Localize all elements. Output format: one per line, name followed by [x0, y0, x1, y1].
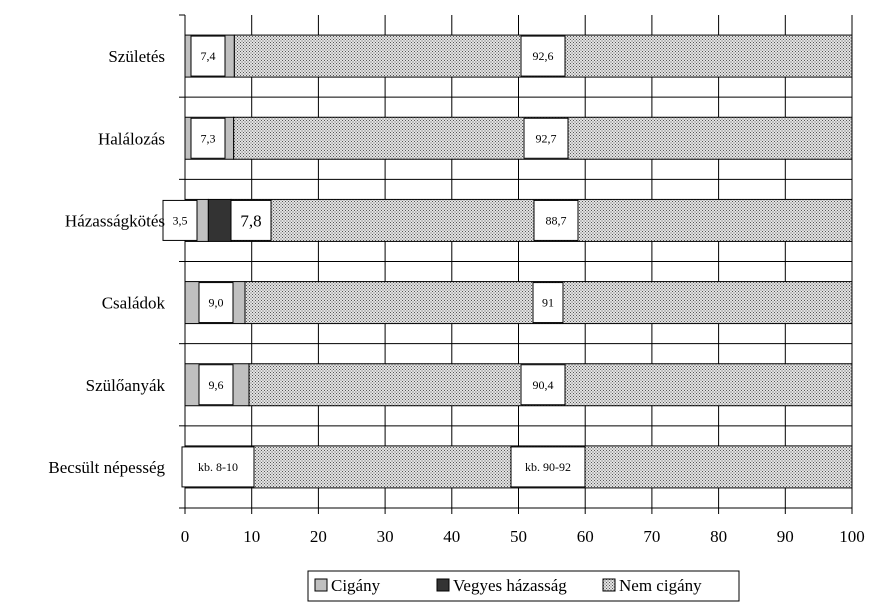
category-label-5: Szülőanyák	[86, 376, 166, 395]
data-label-1-series-1: 7,4	[201, 49, 216, 63]
x-tick-label-40: 40	[443, 527, 460, 546]
legend-swatch-3	[602, 578, 616, 592]
data-label-4-series-3: 91	[542, 296, 554, 310]
data-label-box	[532, 282, 564, 324]
data-label-5-series-3: 90,4	[533, 378, 554, 392]
data-label-box	[190, 35, 226, 77]
category-label-6: Becsült népesség	[48, 458, 165, 477]
x-tick-label-100: 100	[839, 527, 865, 546]
legend-label-2: Vegyes házasság	[453, 576, 567, 595]
data-label-1-series-3: 92,6	[533, 49, 554, 63]
x-tick-label-0: 0	[181, 527, 190, 546]
x-tick-label-70: 70	[643, 527, 660, 546]
legend-swatch-2	[436, 578, 450, 592]
legend: Cigány Vegyes házasság Nem cigány	[307, 570, 740, 602]
x-tick-label-90: 90	[777, 527, 794, 546]
category-labels: Születés Halálozás Házasságkötés Családok Sz…	[48, 47, 165, 477]
data-label-box	[510, 446, 586, 488]
data-label-2-series-3: 92,7	[536, 131, 557, 145]
bar-3-series-2	[207, 198, 232, 242]
data-label-6-series-3: kb. 90-92	[525, 460, 571, 474]
category-label-1: Születés	[108, 47, 165, 66]
category-label-2: Halálozás	[98, 129, 165, 148]
x-tick-label-10: 10	[243, 527, 260, 546]
x-tick-labels: 0 10 20 30 40 50 60 70 80 90 100	[181, 527, 865, 546]
data-label-box	[190, 117, 226, 159]
category-label-4: Családok	[102, 294, 166, 313]
x-tick-label-50: 50	[510, 527, 527, 546]
x-tick-label-30: 30	[377, 527, 394, 546]
legend-label-1: Cigány	[331, 576, 381, 595]
legend-label-3: Nem cigány	[619, 576, 702, 595]
data-label-6-series-1: kb. 8-10	[198, 460, 238, 474]
x-tick-label-80: 80	[710, 527, 727, 546]
data-label-box	[198, 364, 234, 406]
x-tick-label-20: 20	[310, 527, 327, 546]
legend-box	[307, 570, 740, 602]
axes	[179, 14, 853, 514]
data-label-box	[520, 35, 566, 77]
gridlines	[185, 15, 853, 508]
data-label-box	[520, 364, 566, 406]
data-label-box	[181, 446, 255, 488]
data-label-2-series-1: 7,3	[201, 131, 216, 145]
data-label-3-series-3: 88,7	[546, 213, 567, 227]
data-labels: 7,4 92,6 7,3 92,7 3,5 7,8 88,7 9,0 91 9,6 90,4 kb. …	[162, 35, 586, 488]
data-label-box	[533, 199, 579, 241]
data-label-box	[230, 199, 272, 241]
data-label-3-series-2: 7,8	[240, 211, 261, 230]
x-tick-label-60: 60	[577, 527, 594, 546]
data-label-4-series-1: 9,0	[209, 296, 224, 310]
data-label-box	[523, 117, 569, 159]
data-label-box	[198, 282, 234, 324]
category-label-3: Házasságkötés	[65, 211, 165, 230]
data-label-box	[162, 199, 198, 241]
data-label-3-series-1: 3,5	[173, 213, 188, 227]
data-label-5-series-1: 9,6	[209, 378, 224, 392]
legend-swatch-1	[314, 578, 328, 592]
